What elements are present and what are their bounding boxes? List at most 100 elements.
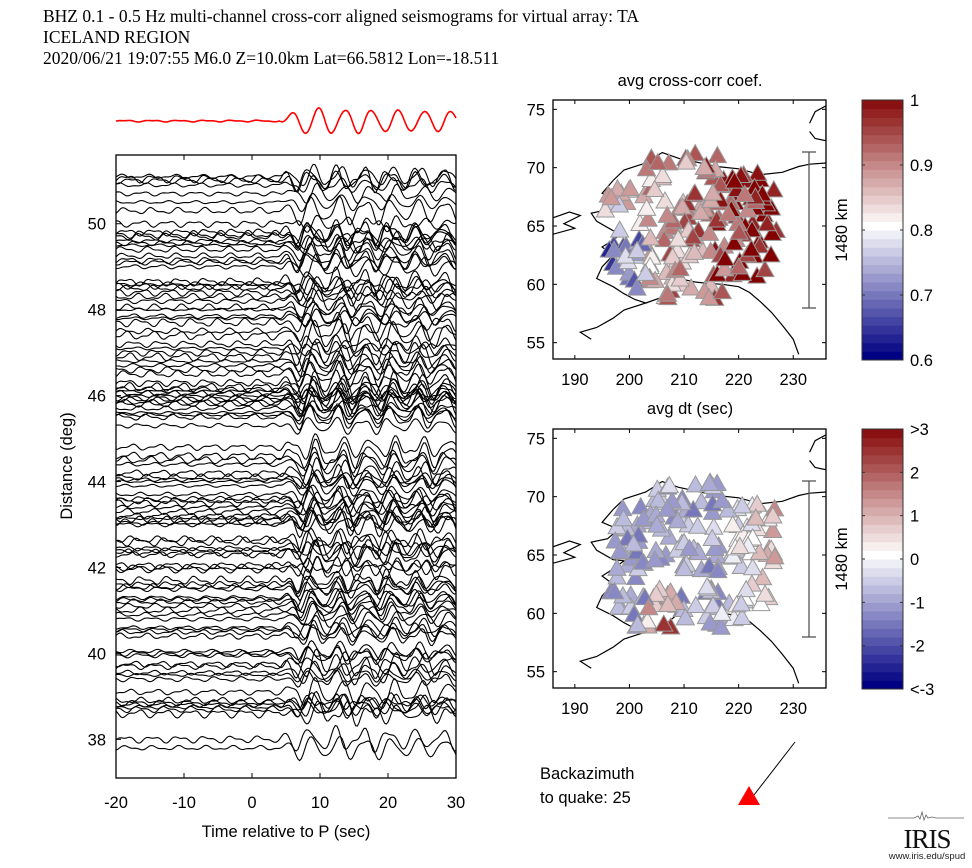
- map-content: [553, 434, 826, 684]
- station-marker: [607, 566, 627, 585]
- colorbar-segment: [862, 437, 903, 447]
- station-marker: [604, 581, 625, 600]
- backazimuth-station-marker: [738, 786, 760, 805]
- station-marker: [684, 242, 705, 260]
- seismogram-trace: [116, 555, 456, 573]
- station-marker: [645, 549, 665, 568]
- station-marker: [752, 567, 773, 586]
- iris-logo-url: www.iris.edu/spud: [888, 851, 966, 862]
- colorbar-segment: [862, 134, 903, 144]
- station-marker: [731, 593, 752, 612]
- colorbar-segment: [862, 671, 903, 681]
- station-marker: [672, 196, 693, 215]
- colorbar-segment: [862, 238, 903, 248]
- colorbar-segment: [862, 619, 903, 629]
- colorbar-segment: [862, 533, 903, 543]
- colorbar-segment: [862, 507, 903, 517]
- colorbar-segment: [862, 463, 903, 473]
- station-marker: [764, 546, 785, 565]
- header-region-line: ICELAND REGION: [43, 27, 191, 47]
- cross-corr-map: avg cross-corr coef. avg dt (sec) 190 200…: [527, 72, 933, 418]
- station-marker: [702, 528, 723, 546]
- seismogram-trace: [116, 654, 456, 680]
- x-tick-label: 0: [247, 794, 256, 812]
- colorbar-tick-label: 1: [910, 508, 919, 526]
- station-marker: [638, 597, 659, 616]
- station-marker: [762, 223, 783, 241]
- colorbar-segment: [862, 429, 903, 439]
- seismogram-trace: [116, 510, 456, 532]
- colorbar-segment: [862, 212, 903, 222]
- station-marker: [668, 229, 688, 247]
- station-marker: [736, 579, 756, 598]
- seismogram-trace: [116, 496, 456, 518]
- station-marker: [703, 595, 723, 614]
- seismogram-trace: [116, 353, 456, 378]
- station-marker: [745, 507, 766, 526]
- station-marker: [732, 607, 752, 626]
- colorbar-segment: [862, 290, 903, 300]
- station-marker: [627, 278, 647, 296]
- backazimuth-value: to quake: 25: [540, 789, 631, 807]
- map1-title: avg cross-corr coef.: [618, 72, 763, 90]
- seismogram-trace: [116, 590, 456, 613]
- y-tick-label: 48: [88, 302, 106, 320]
- colorbar-segment: [862, 489, 903, 499]
- seismogram-trace: [116, 446, 456, 474]
- seismogram-trace: [116, 404, 456, 422]
- seismogram-trace: [116, 358, 456, 383]
- station-marker: [757, 213, 778, 232]
- station-marker: [623, 534, 644, 552]
- colorbar-segment: [862, 264, 903, 274]
- trace-group: [116, 163, 456, 762]
- seismogram-trace: [116, 469, 456, 489]
- colorbar-segment: [862, 334, 903, 344]
- station-marker: [610, 541, 630, 559]
- y-axis-label: Distance (deg): [58, 412, 76, 519]
- seismogram-trace: [116, 350, 456, 373]
- x-tick-label: -20: [104, 794, 128, 812]
- seismogram-trace: [116, 248, 456, 273]
- map-x-tick-label: 190: [561, 371, 589, 389]
- station-marker: [644, 179, 665, 198]
- station-marker: [607, 558, 627, 576]
- colorbar-segment: [862, 316, 903, 326]
- seismogram-trace: [116, 340, 456, 373]
- station-marker: [724, 171, 745, 189]
- station-marker: [654, 229, 675, 248]
- station-marker: [635, 263, 656, 281]
- colorbar-tick-label: 0.6: [910, 352, 933, 370]
- seismogram-trace: [116, 463, 456, 490]
- station-marker: [707, 145, 728, 164]
- colorbar-segment: [862, 654, 903, 664]
- seismogram-trace: [116, 692, 456, 710]
- station-marker: [737, 199, 758, 218]
- station-marker: [652, 165, 673, 183]
- map-x-tick-label: 230: [779, 371, 807, 389]
- map-y-tick-label: 75: [527, 101, 545, 119]
- station-marker: [722, 514, 743, 533]
- colorbar-segment: [862, 515, 903, 525]
- seismogram-trace: [116, 311, 456, 335]
- station-marker: [620, 178, 641, 197]
- seismogram-trace: [116, 474, 456, 497]
- map-x-tick-label: 210: [670, 371, 698, 389]
- colorbar-segment: [862, 299, 903, 309]
- map-y-tick-label: 60: [527, 276, 545, 294]
- station-marker: [731, 556, 752, 575]
- colorbar-segment: [862, 559, 903, 569]
- stacked-trace: [115, 106, 457, 135]
- x-tick-label: 30: [447, 794, 465, 812]
- station-marker: [676, 152, 697, 170]
- seismogram-trace: [116, 308, 456, 327]
- seismogram-trace: [116, 541, 456, 561]
- station-marker: [755, 584, 775, 602]
- colorbar-tick-label: 1: [910, 92, 919, 110]
- station-marker: [662, 246, 683, 265]
- colorbar-segment: [862, 550, 903, 560]
- y-tick-label: 44: [88, 474, 106, 492]
- seismogram-trace: [116, 622, 456, 639]
- colorbar-tick-label: 0.8: [910, 222, 933, 240]
- seismogram-trace: [116, 233, 456, 252]
- station-marker: [690, 202, 711, 220]
